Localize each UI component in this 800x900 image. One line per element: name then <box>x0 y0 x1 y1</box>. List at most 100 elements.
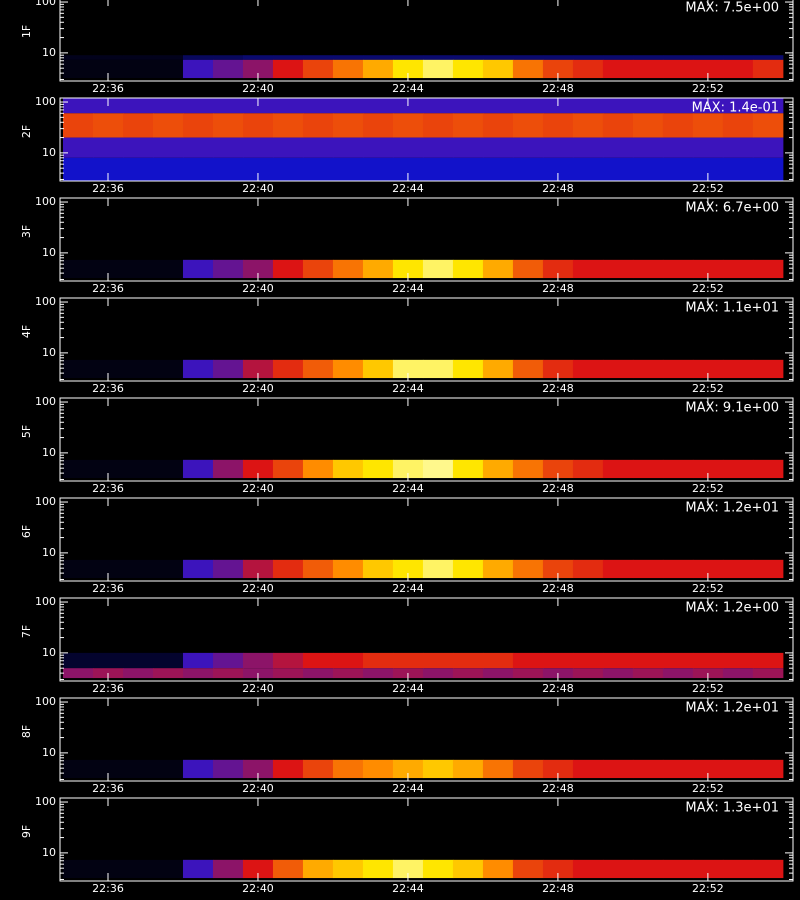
x-tick-label: 22:44 <box>392 682 424 695</box>
cell <box>722 259 754 279</box>
max-annotation: MAX: 9.1e+00 <box>685 401 779 416</box>
cell <box>302 59 334 79</box>
cell <box>212 98 244 114</box>
cell <box>182 459 214 479</box>
cell <box>242 157 274 181</box>
plot-frame <box>59 497 794 582</box>
cell <box>212 459 244 479</box>
x-tick-label: 22:36 <box>92 682 124 695</box>
x-tick-label: 22:36 <box>92 382 124 395</box>
cell <box>662 137 694 158</box>
cell <box>122 359 154 379</box>
y-tick-label: 100 <box>35 795 56 808</box>
plot-frame <box>59 197 794 282</box>
cell <box>572 157 604 181</box>
cell <box>602 157 634 181</box>
cell <box>182 359 214 379</box>
cell <box>272 55 304 60</box>
cell <box>122 859 154 879</box>
cell <box>362 652 394 669</box>
cell <box>362 668 394 679</box>
x-tick-label: 22:48 <box>542 882 574 895</box>
cell <box>152 459 184 479</box>
cell <box>632 759 664 779</box>
cell <box>512 157 544 181</box>
cell <box>182 98 214 114</box>
cell <box>422 859 454 879</box>
cell <box>242 259 274 279</box>
cell <box>482 59 514 79</box>
cell <box>422 652 454 669</box>
cell <box>212 859 244 879</box>
y-tick-label: 100 <box>35 0 56 8</box>
cell <box>422 459 454 479</box>
cell <box>62 137 94 158</box>
cell <box>242 113 274 138</box>
cell <box>602 859 634 879</box>
cell <box>662 759 694 779</box>
cell <box>332 459 364 479</box>
cell <box>662 59 694 79</box>
cell <box>632 559 664 579</box>
cell <box>602 113 634 138</box>
x-tick-label: 22:40 <box>242 582 274 595</box>
cell <box>122 157 154 181</box>
cell <box>662 668 694 679</box>
panel: 10 100 22:36 22:40 22:44 22:48 22:52 5F MAX: 9.1… <box>20 395 794 495</box>
cell <box>722 859 754 879</box>
cell <box>302 559 334 579</box>
cell <box>452 859 484 879</box>
panel-label: 3F <box>20 225 33 238</box>
cell <box>422 359 454 379</box>
cell <box>152 859 184 879</box>
cell <box>242 559 274 579</box>
x-tick-label: 22:52 <box>692 182 724 195</box>
cell <box>272 98 304 114</box>
cell <box>212 359 244 379</box>
cell <box>152 559 184 579</box>
cell <box>242 759 274 779</box>
cell <box>92 759 124 779</box>
cell <box>62 652 94 669</box>
cell <box>752 259 784 279</box>
cell <box>152 157 184 181</box>
cell <box>362 98 394 114</box>
cell <box>422 137 454 158</box>
max-annotation: MAX: 7.5e+00 <box>685 1 779 16</box>
cell <box>332 157 364 181</box>
panel-label: 6F <box>20 525 33 538</box>
cell <box>692 137 724 158</box>
x-tick-label: 22:36 <box>92 82 124 95</box>
cell <box>332 359 364 379</box>
cell <box>512 98 544 114</box>
x-tick-label: 22:44 <box>392 282 424 295</box>
cell <box>752 55 784 60</box>
cell <box>302 98 334 114</box>
cell <box>632 259 664 279</box>
cell <box>632 859 664 879</box>
cell <box>512 55 544 60</box>
cell <box>62 55 94 60</box>
x-tick-label: 22:48 <box>542 382 574 395</box>
cell <box>662 157 694 181</box>
max-annotation: MAX: 1.2e+01 <box>685 501 779 516</box>
cell <box>482 759 514 779</box>
cell <box>752 859 784 879</box>
x-tick-label: 22:48 <box>542 782 574 795</box>
cell <box>152 137 184 158</box>
x-tick-label: 22:52 <box>692 582 724 595</box>
cell <box>62 668 94 679</box>
x-tick-label: 22:36 <box>92 482 124 495</box>
cell <box>692 59 724 79</box>
cell <box>692 559 724 579</box>
cell <box>752 113 784 138</box>
cell <box>572 652 604 669</box>
panel: 10 100 22:36 22:40 22:44 22:48 22:52 2F MAX: 1.4… <box>20 95 794 195</box>
cell <box>572 113 604 138</box>
panel-label: 5F <box>20 425 33 438</box>
cell <box>152 259 184 279</box>
cell <box>182 759 214 779</box>
cell <box>692 55 724 60</box>
plot-frame <box>59 297 794 382</box>
cell <box>422 259 454 279</box>
